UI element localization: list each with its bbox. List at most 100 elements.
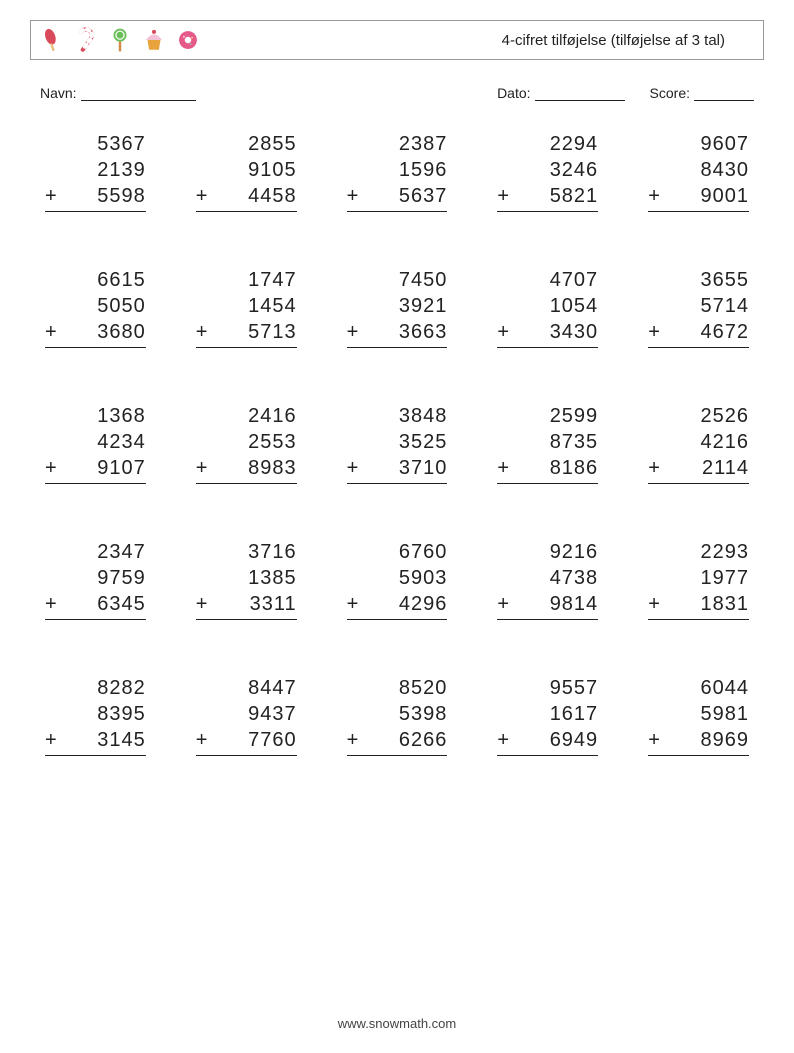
header-icons (39, 27, 201, 53)
plus-operator: + (347, 319, 360, 345)
addition-problem: 74503921+3663 (347, 267, 448, 348)
addend-1: 3655 (648, 267, 749, 293)
addend-2: 4216 (648, 429, 749, 455)
plus-operator: + (648, 591, 661, 617)
addend-2: 8735 (497, 429, 598, 455)
addend-2: 1054 (497, 293, 598, 319)
plus-operator: + (196, 727, 209, 753)
addition-problem: 17471454+5713 (196, 267, 297, 348)
problems-grid: 53672139+559828559105+445823871596+56372… (30, 131, 764, 756)
addend-1: 8520 (347, 675, 448, 701)
addend-1: 5367 (45, 131, 146, 157)
addend-2: 2139 (45, 157, 146, 183)
score-input-line[interactable] (694, 85, 754, 101)
addend-3-row: +5713 (196, 319, 297, 348)
addend-3-row: +2114 (648, 455, 749, 484)
addend-3-row: +7760 (196, 727, 297, 756)
plus-operator: + (347, 455, 360, 481)
addend-2: 9105 (196, 157, 297, 183)
plus-operator: + (497, 727, 510, 753)
addend-3-row: +8969 (648, 727, 749, 756)
addend-1: 2347 (45, 539, 146, 565)
addend-2: 4234 (45, 429, 146, 455)
addend-3-row: +9814 (497, 591, 598, 620)
plus-operator: + (347, 183, 360, 209)
addend-2: 5050 (45, 293, 146, 319)
addend-1: 8447 (196, 675, 297, 701)
addition-problem: 25998735+8186 (497, 403, 598, 484)
addend-3-row: +1831 (648, 591, 749, 620)
addend-2: 5981 (648, 701, 749, 727)
addition-problem: 53672139+5598 (45, 131, 146, 212)
addend-3-row: +3680 (45, 319, 146, 348)
plus-operator: + (196, 319, 209, 345)
addend-1: 6615 (45, 267, 146, 293)
addend-1: 2599 (497, 403, 598, 429)
addition-problem: 96078430+9001 (648, 131, 749, 212)
plus-operator: + (347, 727, 360, 753)
addend-2: 1385 (196, 565, 297, 591)
addend-1: 1368 (45, 403, 146, 429)
addend-3-row: +3430 (497, 319, 598, 348)
popsicle-icon (39, 27, 65, 53)
addition-problem: 28559105+4458 (196, 131, 297, 212)
worksheet-header: 4-cifret tilføjelse (tilføjelse af 3 tal… (30, 20, 764, 60)
addend-1: 9607 (648, 131, 749, 157)
addend-3-row: +8186 (497, 455, 598, 484)
addition-problem: 95571617+6949 (497, 675, 598, 756)
date-label: Dato: (497, 85, 530, 101)
addend-2: 8430 (648, 157, 749, 183)
addend-1: 9557 (497, 675, 598, 701)
addend-3-row: +3710 (347, 455, 448, 484)
addend-1: 2416 (196, 403, 297, 429)
addend-3-row: +4458 (196, 183, 297, 212)
addend-2: 2553 (196, 429, 297, 455)
worksheet-title: 4-cifret tilføjelse (tilføjelse af 3 tal… (201, 32, 755, 49)
addend-3-row: +6949 (497, 727, 598, 756)
addend-3-row: +9107 (45, 455, 146, 484)
addition-problem: 37161385+3311 (196, 539, 297, 620)
addition-problem: 36555714+4672 (648, 267, 749, 348)
addend-1: 8282 (45, 675, 146, 701)
addend-1: 6760 (347, 539, 448, 565)
addend-3-row: +5637 (347, 183, 448, 212)
addend-3-row: +3311 (196, 591, 297, 620)
plus-operator: + (648, 319, 661, 345)
name-label: Navn: (40, 85, 77, 101)
date-input-line[interactable] (535, 85, 625, 101)
addend-1: 2293 (648, 539, 749, 565)
plus-operator: + (196, 183, 209, 209)
addend-2: 1454 (196, 293, 297, 319)
addend-2: 1977 (648, 565, 749, 591)
plus-operator: + (45, 591, 58, 617)
plus-operator: + (648, 183, 661, 209)
addend-2: 5903 (347, 565, 448, 591)
addition-problem: 66155050+3680 (45, 267, 146, 348)
addend-3-row: +4672 (648, 319, 749, 348)
addend-2: 3246 (497, 157, 598, 183)
input-fields-row: Navn: Dato: Score: (30, 85, 764, 101)
addend-1: 3848 (347, 403, 448, 429)
addend-2: 9437 (196, 701, 297, 727)
addition-problem: 47071054+3430 (497, 267, 598, 348)
addend-1: 9216 (497, 539, 598, 565)
lollipop-icon (107, 27, 133, 53)
addition-problem: 13684234+9107 (45, 403, 146, 484)
addend-1: 6044 (648, 675, 749, 701)
addend-3-row: +5821 (497, 183, 598, 212)
addend-3-row: +3663 (347, 319, 448, 348)
addend-3-row: +4296 (347, 591, 448, 620)
addend-3-row: +6345 (45, 591, 146, 620)
addend-3-row: +3145 (45, 727, 146, 756)
plus-operator: + (497, 319, 510, 345)
addition-problem: 25264216+2114 (648, 403, 749, 484)
addition-problem: 67605903+4296 (347, 539, 448, 620)
plus-operator: + (45, 727, 58, 753)
addend-2: 4738 (497, 565, 598, 591)
plus-operator: + (497, 455, 510, 481)
plus-operator: + (45, 183, 58, 209)
name-input-line[interactable] (81, 85, 196, 101)
plus-operator: + (196, 455, 209, 481)
addend-2: 3921 (347, 293, 448, 319)
addition-problem: 60445981+8969 (648, 675, 749, 756)
